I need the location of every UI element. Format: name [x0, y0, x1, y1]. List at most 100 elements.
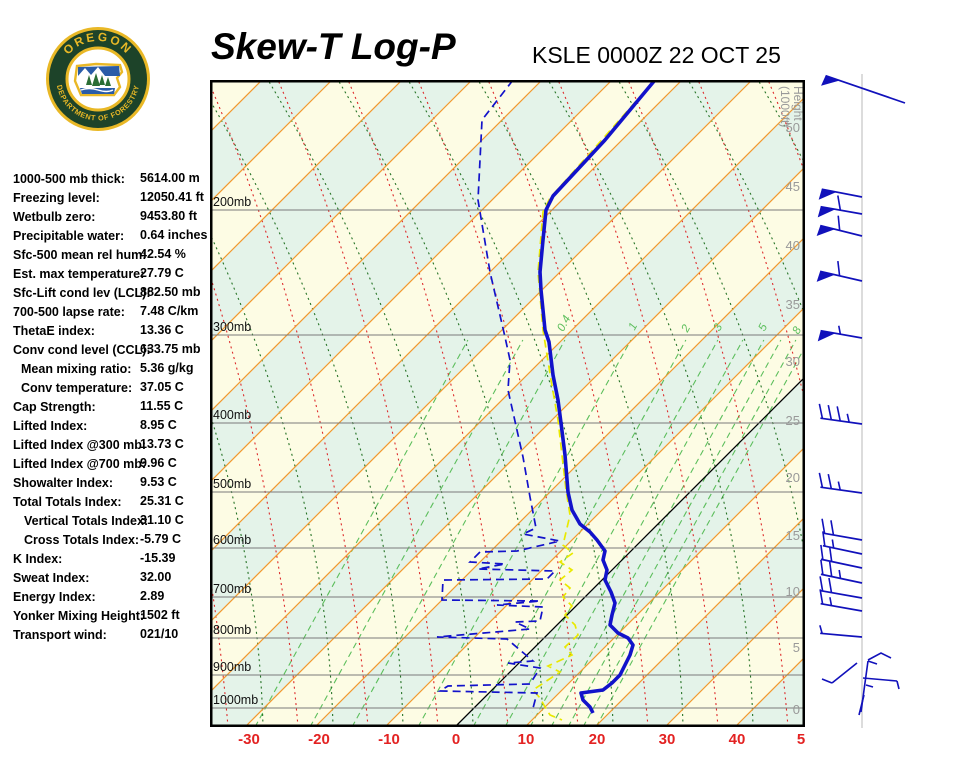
wind-barb: [816, 260, 863, 282]
surface-wind-barb: [865, 684, 874, 688]
stat-value: 37.05 C: [140, 380, 184, 394]
height-label: 50: [786, 120, 800, 135]
stat-row: 1000-500 mb thick: 5614.00 m: [13, 169, 213, 188]
stat-label: Cross Totals Index:: [24, 533, 140, 547]
stat-label: Total Totals Index:: [13, 495, 122, 509]
stat-label: Transport wind:: [13, 628, 107, 642]
stat-row: Sfc-500 mean rel hum: 42.54 %: [13, 245, 213, 264]
stat-label: Conv cond level (CCL):: [13, 343, 151, 357]
station-datetime: KSLE 0000Z 22 OCT 25: [532, 42, 781, 68]
stat-label: Wetbulb zero:: [13, 210, 96, 224]
stat-row: Freezing level: 12050.41 ft: [13, 188, 213, 207]
stat-value: 13.36 C: [140, 323, 184, 337]
stat-row: Sfc-Lift cond lev (LCL): 882.50 mb: [13, 283, 213, 302]
stat-value: 9.53 C: [140, 475, 177, 489]
stat-row: Cross Totals Index: -5.79 C: [13, 530, 213, 549]
stat-value: -5.79 C: [140, 532, 181, 546]
surface-wind-barb: [862, 677, 898, 682]
height-axis-title: (1000ft): [778, 86, 792, 127]
pressure-label: 300mb: [213, 320, 251, 334]
stat-label: K Index:: [13, 552, 63, 566]
x-tick-label: 30: [658, 731, 676, 748]
height-label: 30: [786, 354, 800, 369]
odf-logo: OREGON DEPARTMENT OF FORESTRY: [46, 27, 150, 131]
stat-value: -15.39: [140, 551, 176, 565]
pressure-label: 600mb: [213, 533, 251, 547]
plot-border: [210, 80, 805, 727]
stat-label: Cap Strength:: [13, 400, 96, 414]
wind-barb: [816, 215, 863, 237]
x-tick-label: -10: [378, 731, 400, 748]
stat-label: Lifted Index @300 mb:: [13, 438, 147, 452]
stat-value: 1502 ft: [140, 608, 180, 622]
surface-wind-barb: [896, 680, 900, 690]
stat-row: Lifted Index @300 mb: 13.73 C: [13, 435, 213, 454]
stat-row: Transport wind: 021/10: [13, 625, 213, 644]
wind-barb: [819, 589, 863, 612]
stat-label: Conv temperature:: [21, 381, 133, 395]
stat-label: Precipitable water:: [13, 229, 125, 243]
stat-row: Total Totals Index: 25.31 C: [13, 492, 213, 511]
stat-label: Sfc-500 mean rel hum:: [13, 248, 147, 262]
mixing-ratio-label: 3: [712, 321, 726, 333]
stat-value: 8.95 C: [140, 418, 177, 432]
stat-row: Wetbulb zero: 9453.80 ft: [13, 207, 213, 226]
height-axis-title: Height: [791, 86, 805, 121]
mixing-ratio-label: 5: [757, 321, 771, 333]
stat-row: Lifted Index: 8.95 C: [13, 416, 213, 435]
stat-row: Conv cond level (CCL): 633.75 mb: [13, 340, 213, 359]
stat-value: 32.00: [140, 570, 172, 584]
pressure-label: 200mb: [213, 195, 251, 209]
stat-value: 5614.00 m: [140, 171, 200, 185]
pressure-label: 700mb: [213, 582, 251, 596]
height-label: 0: [793, 702, 800, 717]
stat-row: Sweat Index: 32.00: [13, 568, 213, 587]
mixing-ratio-label: 8: [791, 324, 805, 336]
stat-value: 7.48 C/km: [140, 304, 199, 318]
stat-value: 25.31 C: [140, 494, 184, 508]
wind-barb: [817, 195, 863, 218]
stat-value: 633.75 mb: [140, 342, 201, 356]
stat-value: 9.96 C: [140, 456, 177, 470]
x-tick-label: 0: [451, 731, 461, 748]
stat-value: 2.89: [140, 589, 165, 603]
stat-row: K Index: -15.39: [13, 549, 213, 568]
pressure-label: 1000mb: [213, 693, 258, 707]
x-tick-label: 10: [517, 731, 535, 748]
wind-barb: [817, 325, 863, 342]
wind-barb: [819, 625, 863, 638]
wind-barb: [821, 518, 863, 541]
stat-value: 42.54 %: [140, 247, 186, 261]
wind-barb: [821, 74, 906, 104]
x-tick-label: -30: [238, 731, 260, 748]
stat-row: 700-500 lapse rate: 7.48 C/km: [13, 302, 213, 321]
stat-label: Energy Index:: [13, 590, 96, 604]
stat-row: Yonker Mixing Height: 1502 ft: [13, 606, 213, 625]
stat-row: Lifted Index @700 mb: 9.96 C: [13, 454, 213, 473]
stat-value: 12050.41 ft: [140, 190, 204, 204]
stat-value: 11.55 C: [140, 399, 184, 413]
surface-wind-barb: [867, 660, 878, 665]
stat-row: Vertical Totals Index: 31.10 C: [13, 511, 213, 530]
stat-value: 13.73 C: [140, 437, 184, 451]
stat-row: Showalter Index: 9.53 C: [13, 473, 213, 492]
wind-barb-column: [816, 74, 906, 728]
temperature-axis: -30 -20 -10 0 10 20 30 40 5: [0, 731, 960, 753]
pressure-label: 900mb: [213, 660, 251, 674]
height-label: 10: [786, 584, 800, 599]
stat-label: Est. max temperature:: [13, 267, 145, 281]
stat-label: Lifted Index:: [13, 419, 88, 433]
stat-label: Sfc-Lift cond lev (LCL):: [13, 286, 151, 300]
stat-row: ThetaE index: 13.36 C: [13, 321, 213, 340]
surface-wind-barb: [831, 662, 858, 684]
stat-value: 9453.80 ft: [140, 209, 197, 223]
surface-wind-barb: [858, 694, 865, 716]
stat-row: Mean mixing ratio: 5.36 g/kg: [13, 359, 213, 378]
temperature-trace: [538, 80, 657, 714]
stat-label: Mean mixing ratio:: [21, 362, 132, 376]
logo-oregon-emblem: [73, 62, 124, 97]
stat-value: 0.64 inches: [140, 228, 208, 242]
stats-panel: 1000-500 mb thick: 5614.00 m Freezing leve…: [13, 169, 213, 644]
x-tick-label: 20: [588, 731, 606, 748]
wind-barb: [818, 472, 863, 494]
